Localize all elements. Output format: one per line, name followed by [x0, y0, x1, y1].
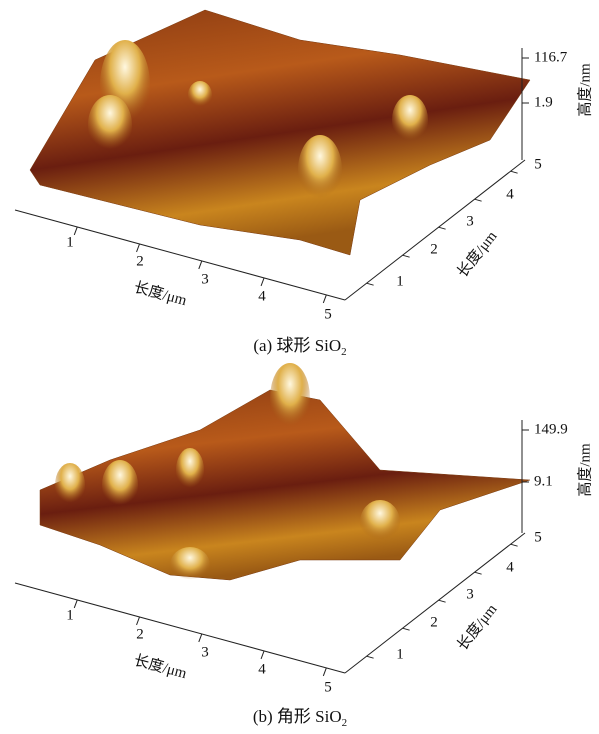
y-tick: [511, 544, 518, 546]
surface-peak: [176, 448, 204, 492]
caption-text: (b) 角形 SiO: [253, 707, 342, 726]
y-tick-label: 1: [396, 646, 404, 662]
caption-subscript: 2: [341, 346, 347, 358]
y-tick-label: 5: [534, 529, 542, 545]
surface-peak: [88, 95, 132, 155]
x-tick-label: 3: [201, 644, 209, 660]
x-tick: [199, 261, 202, 269]
y-tick-label: 3: [466, 213, 474, 229]
afm-panel: 1 2 3 4 5 长度/μm 1 2 3 4 5 长度/μm 116.7 1.9 高度/nm (a) 球形 …: [15, 10, 593, 358]
caption-subscript: 2: [342, 717, 348, 729]
y-tick: [403, 628, 410, 630]
surface-peak: [298, 135, 342, 205]
x-tick-label: 2: [136, 626, 144, 642]
y-tick-label: 4: [506, 186, 514, 202]
y-tick: [439, 600, 446, 602]
y-tick: [403, 255, 410, 257]
x-tick: [74, 600, 77, 608]
y-tick: [475, 572, 482, 574]
surface-peak: [55, 463, 85, 507]
surface-peak: [170, 547, 210, 583]
x-tick-label: 1: [66, 234, 74, 250]
z-tick-label: 149.9: [534, 421, 568, 437]
x-tick-label: 2: [136, 253, 144, 269]
surface-peak: [270, 363, 310, 433]
surface-peak: [102, 460, 138, 510]
x-tick: [74, 227, 77, 235]
x-tick-label: 5: [324, 679, 332, 695]
y-axis-label: 长度/μm: [454, 601, 501, 654]
x-tick-label: 3: [201, 271, 209, 287]
z-axis-label: 高度/nm: [576, 63, 593, 117]
x-tick: [323, 295, 326, 303]
x-tick-label: 4: [258, 288, 266, 304]
z-tick-label: 9.1: [534, 473, 553, 489]
y-axis-label: 长度/μm: [454, 228, 501, 281]
x-tick: [137, 244, 140, 252]
z-tick-label: 116.7: [534, 49, 568, 65]
y-tick: [511, 171, 518, 173]
x-tick: [137, 617, 140, 625]
caption: (a) 球形 SiO2: [253, 336, 346, 358]
x-axis-line: [15, 583, 345, 673]
figure: 1 2 3 4 5 长度/μm 1 2 3 4 5 长度/μm 116.7 1.9 高度/nm (a) 球形 …: [0, 0, 599, 734]
x-tick-label: 4: [258, 661, 266, 677]
y-tick-label: 4: [506, 559, 514, 575]
x-axis-label: 长度/μm: [132, 652, 189, 682]
surface-peak: [188, 81, 212, 109]
y-tick: [439, 227, 446, 229]
y-tick: [367, 656, 374, 658]
surface-peak: [392, 95, 428, 145]
x-tick: [261, 278, 264, 286]
y-tick-label: 3: [466, 586, 474, 602]
caption: (b) 角形 SiO2: [253, 707, 347, 729]
surface-peak: [360, 500, 400, 544]
x-axis-label: 长度/μm: [132, 279, 189, 309]
afm-panel: 1 2 3 4 5 长度/μm 1 2 3 4 5 长度/μm 149.9 9.1 高度/nm (b) 角形 …: [15, 363, 593, 729]
z-tick-label: 1.9: [534, 94, 553, 110]
y-tick-label: 1: [396, 273, 404, 289]
x-tick-label: 1: [66, 607, 74, 623]
x-tick: [323, 668, 326, 676]
caption-text: (a) 球形 SiO: [253, 336, 341, 355]
x-tick: [199, 634, 202, 642]
y-tick: [367, 283, 374, 285]
y-tick-label: 5: [534, 156, 542, 172]
z-axis-label: 高度/nm: [576, 443, 593, 497]
y-tick-label: 2: [430, 241, 438, 257]
x-tick-label: 5: [324, 306, 332, 322]
y-tick-label: 2: [430, 614, 438, 630]
x-tick: [261, 651, 264, 659]
y-tick: [475, 199, 482, 201]
